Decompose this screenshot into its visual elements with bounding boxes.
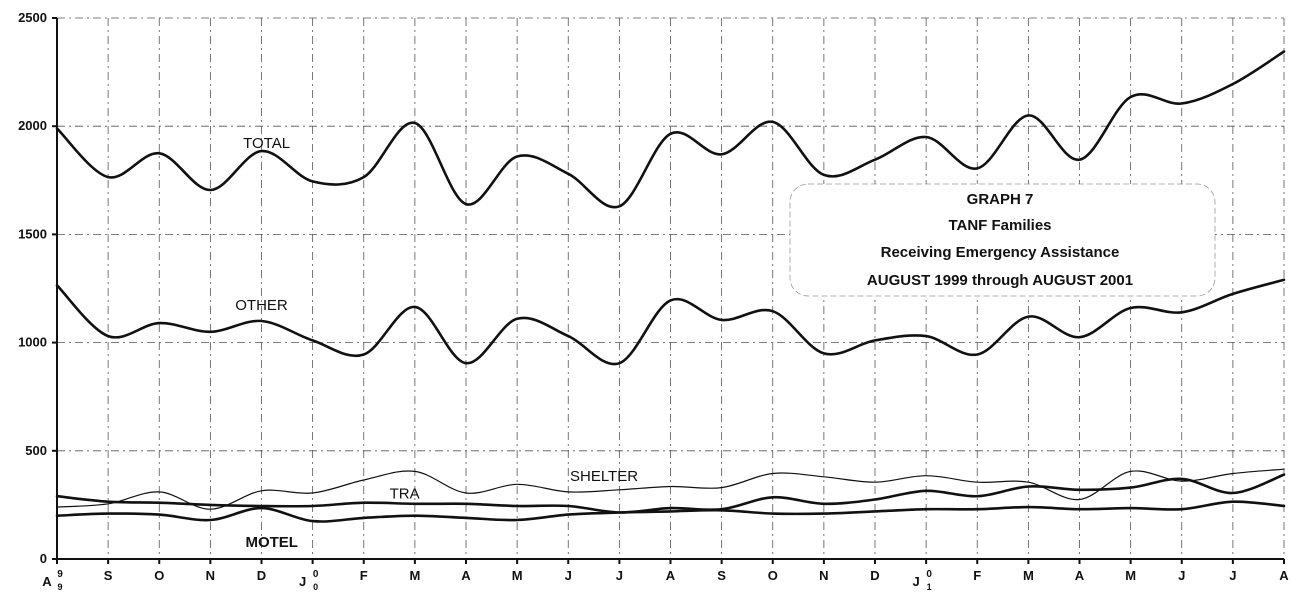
x-tick-label-4: D	[257, 568, 266, 583]
x-tick-label-5: J	[299, 574, 306, 589]
x-tick-label-9: M	[512, 568, 523, 583]
x-year-label-0: 9	[57, 569, 63, 580]
series-line-other	[55, 278, 1286, 366]
series-label-other: OTHER	[235, 297, 288, 314]
x-tick-label-11: J	[616, 568, 623, 583]
x-tick-labels: A 99S O N D J 00F M A M J J A S O N D J 01F M A M J J A	[42, 568, 1289, 592]
series-lines	[55, 50, 1286, 523]
x-tick-label-6: F	[360, 568, 368, 583]
x-tick-label-18: F	[973, 568, 981, 583]
x-tick-label-20: A	[1075, 568, 1085, 583]
x-tick-label-13: S	[717, 568, 726, 583]
x-year-label-5: 0	[313, 569, 319, 580]
x-year-sub-0: 9	[57, 582, 62, 592]
chart-title-box: GRAPH 7 TANF Families Receiving Emergenc…	[789, 183, 1216, 297]
x-year-sub-17: 1	[927, 582, 932, 592]
chart-title-line-4: AUGUST 1999 through AUGUST 2001	[867, 272, 1133, 289]
series-line-total	[55, 50, 1286, 209]
y-tick-label-2: 1000	[18, 335, 47, 350]
x-tick-label-8: A	[461, 568, 471, 583]
y-tick-label-3: 1500	[18, 226, 47, 241]
x-tick-label-17: J	[913, 574, 920, 589]
series-line-tra	[55, 473, 1286, 514]
x-tick-label-22: J	[1178, 568, 1185, 583]
series-label-shelter: SHELTER	[570, 468, 638, 485]
series-label-tra: TRA	[390, 485, 420, 502]
x-tick-label-10: J	[565, 568, 572, 583]
x-tick-label-23: J	[1229, 568, 1236, 583]
y-tick-labels: 0 500 1000 1500 2000 2500	[18, 10, 47, 566]
y-tick-label-1: 500	[25, 443, 47, 458]
x-tick-label-3: N	[206, 568, 215, 583]
axes	[52, 17, 1285, 564]
x-tick-label-1: S	[104, 568, 113, 583]
y-tick-label-5: 2500	[18, 10, 47, 25]
x-tick-label-12: A	[666, 568, 676, 583]
x-tick-label-24: A	[1279, 568, 1289, 583]
x-tick-label-0: A	[42, 574, 52, 589]
series-label-total: TOTAL	[243, 135, 290, 152]
x-tick-label-21: M	[1125, 568, 1136, 583]
x-year-sub-5: 0	[313, 582, 318, 592]
x-tick-label-14: O	[768, 568, 778, 583]
series-line-shelter	[56, 468, 1285, 510]
y-tick-label-0: 0	[40, 551, 47, 566]
series-labels: TOTAL OTHER SHELTER TRA MOTEL	[235, 135, 638, 551]
x-tick-label-7: M	[409, 568, 420, 583]
x-tick-label-15: N	[819, 568, 828, 583]
x-tick-label-16: D	[870, 568, 879, 583]
x-tick-label-19: M	[1023, 568, 1034, 583]
chart-title-line-1: GRAPH 7	[967, 191, 1034, 208]
series-label-motel: MOTEL	[245, 534, 298, 551]
x-year-label-17: 0	[926, 569, 932, 580]
x-tick-label-2: O	[154, 568, 164, 583]
chart-title-line-2: TANF Families	[948, 217, 1051, 234]
series-line-motel	[55, 500, 1286, 523]
y-tick-label-4: 2000	[18, 118, 47, 133]
chart-title-line-3: Receiving Emergency Assistance	[881, 244, 1120, 261]
